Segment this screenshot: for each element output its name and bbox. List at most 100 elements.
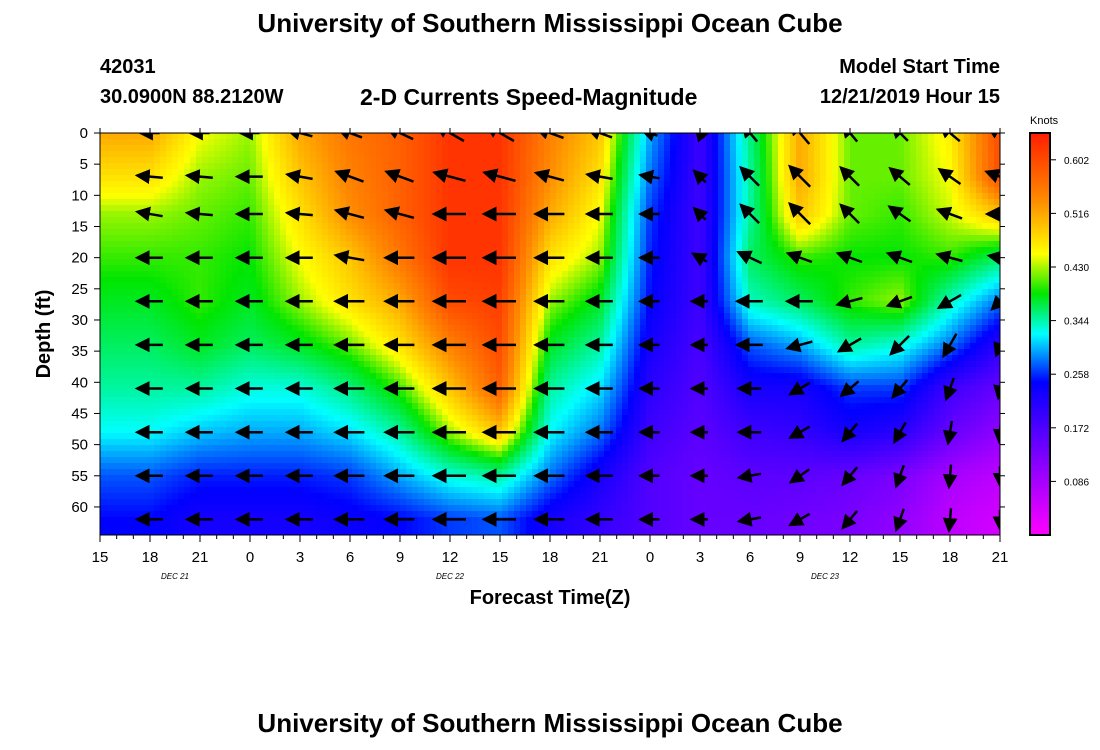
heatmap-cell xyxy=(682,319,689,326)
heatmap-cell xyxy=(976,139,983,146)
heatmap-cell xyxy=(946,283,953,290)
heatmap-cell xyxy=(640,241,647,248)
heatmap-cell xyxy=(874,253,881,260)
heatmap-cell xyxy=(724,307,731,314)
heatmap-cell xyxy=(478,241,485,248)
heatmap-cell xyxy=(670,169,677,176)
heatmap-cell xyxy=(598,145,605,152)
heatmap-cell xyxy=(952,223,959,230)
heatmap-cell xyxy=(826,295,833,302)
heatmap-cell xyxy=(658,199,665,206)
heatmap-cell xyxy=(364,247,371,254)
heatmap-cell xyxy=(946,259,953,266)
heatmap-cell xyxy=(826,313,833,320)
heatmap-cell xyxy=(424,307,431,314)
heatmap-cell xyxy=(952,247,959,254)
heatmap-cell xyxy=(700,313,707,320)
heatmap-cell xyxy=(616,241,623,248)
heatmap-cell xyxy=(946,313,953,320)
heatmap-cell xyxy=(688,145,695,152)
heatmap-cell xyxy=(832,271,839,278)
heatmap-cell xyxy=(520,163,527,170)
heatmap-cell xyxy=(814,145,821,152)
heatmap-cell xyxy=(358,163,365,170)
heatmap-cell xyxy=(568,319,575,326)
heatmap-cell xyxy=(280,217,287,224)
heatmap-cell xyxy=(238,241,245,248)
heatmap-cell xyxy=(922,319,929,326)
heatmap-cell xyxy=(934,169,941,176)
heatmap-cell xyxy=(388,289,395,296)
heatmap-cell xyxy=(640,283,647,290)
heatmap-cell xyxy=(958,265,965,272)
heatmap-cell xyxy=(148,187,155,194)
heatmap-cell xyxy=(550,205,557,212)
heatmap-cell xyxy=(250,319,257,326)
heatmap-cell xyxy=(790,181,797,188)
heatmap-cell xyxy=(298,253,305,260)
heatmap-cell xyxy=(700,163,707,170)
heatmap-cell xyxy=(244,163,251,170)
heatmap-cell xyxy=(934,247,941,254)
heatmap-cell xyxy=(832,283,839,290)
heatmap-cell xyxy=(778,211,785,218)
heatmap-cell xyxy=(700,193,707,200)
heatmap-cell xyxy=(100,169,107,176)
heatmap-cell xyxy=(838,295,845,302)
heatmap-cell xyxy=(928,133,935,140)
heatmap-cell xyxy=(334,199,341,206)
heatmap-cell xyxy=(988,139,995,146)
heatmap-cell xyxy=(790,325,797,332)
heatmap-cell xyxy=(442,223,449,230)
heatmap-cell xyxy=(766,271,773,278)
heatmap-cell xyxy=(652,307,659,314)
heatmap-cell xyxy=(196,229,203,236)
heatmap-cell xyxy=(874,247,881,254)
heatmap-cell xyxy=(808,289,815,296)
heatmap-cell xyxy=(868,223,875,230)
heatmap-cell xyxy=(652,325,659,332)
heatmap-cell xyxy=(664,205,671,212)
heatmap-cell xyxy=(976,277,983,284)
heatmap-cell xyxy=(976,193,983,200)
heatmap-cell xyxy=(832,133,839,140)
heatmap-cell xyxy=(256,205,263,212)
heatmap-cell xyxy=(820,235,827,242)
heatmap-cell xyxy=(928,163,935,170)
heatmap-cell xyxy=(814,289,821,296)
heatmap-cell xyxy=(556,301,563,308)
heatmap-cell xyxy=(826,139,833,146)
heatmap-cell xyxy=(916,217,923,224)
heatmap-cell xyxy=(184,205,191,212)
heatmap-cell xyxy=(778,169,785,176)
heatmap-cell xyxy=(478,133,485,140)
heatmap-cell xyxy=(814,313,821,320)
heatmap-cell xyxy=(532,163,539,170)
heatmap-cell xyxy=(538,217,545,224)
heatmap-cell xyxy=(712,307,719,314)
heatmap-cell xyxy=(346,241,353,248)
heatmap-cell xyxy=(940,229,947,236)
heatmap-cell xyxy=(970,265,977,272)
heatmap-cell xyxy=(610,283,617,290)
heatmap-cell xyxy=(622,175,629,182)
heatmap-cell xyxy=(352,253,359,260)
heatmap-cell xyxy=(580,193,587,200)
heatmap-cell xyxy=(730,295,737,302)
heatmap-cell xyxy=(844,187,851,194)
heatmap-cell xyxy=(100,217,107,224)
heatmap-cell xyxy=(964,163,971,170)
heatmap-cell xyxy=(460,301,467,308)
heatmap-cell xyxy=(964,295,971,302)
heatmap-cell xyxy=(334,151,341,158)
heatmap-cell xyxy=(352,247,359,254)
heatmap-cell xyxy=(772,163,779,170)
heatmap-cell xyxy=(946,235,953,242)
heatmap-cell xyxy=(562,229,569,236)
heatmap-cell xyxy=(856,235,863,242)
heatmap-cell xyxy=(394,325,401,332)
heatmap-cell xyxy=(886,145,893,152)
heatmap-cell xyxy=(670,241,677,248)
heatmap-cell xyxy=(274,283,281,290)
heatmap-cell xyxy=(172,151,179,158)
